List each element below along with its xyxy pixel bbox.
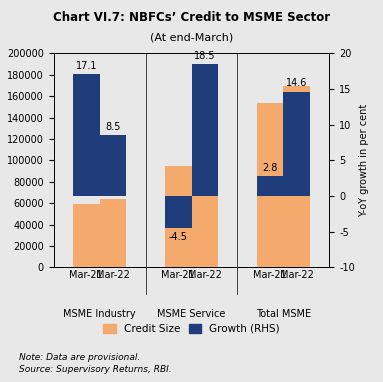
Text: Total MSME: Total MSME [256, 309, 311, 319]
Bar [283, 92, 310, 196]
Text: Source: Supervisory Returns, RBI.: Source: Supervisory Returns, RBI. [19, 365, 172, 374]
Text: 17.1: 17.1 [75, 61, 97, 71]
Text: (At end-March): (At end-March) [150, 32, 233, 42]
Text: MSME Service: MSME Service [157, 309, 226, 319]
Legend: Credit Size, Growth (RHS): Credit Size, Growth (RHS) [99, 320, 284, 338]
Text: Chart VI.7: NBFCs’ Credit to MSME Sector: Chart VI.7: NBFCs’ Credit to MSME Sector [53, 11, 330, 24]
Bar [73, 74, 100, 196]
Text: MSME Industry: MSME Industry [63, 309, 136, 319]
Bar [73, 204, 100, 267]
Bar [165, 166, 192, 267]
Y-axis label: Y-oY growth in per cent: Y-oY growth in per cent [359, 104, 369, 217]
Text: Note: Data are provisional.: Note: Data are provisional. [19, 353, 141, 363]
Text: 14.6: 14.6 [286, 78, 308, 88]
Text: 8.5: 8.5 [105, 122, 121, 132]
Text: -4.5: -4.5 [169, 232, 188, 242]
Bar [257, 103, 283, 267]
Bar [192, 147, 218, 267]
Text: 18.5: 18.5 [194, 50, 216, 61]
Bar [100, 136, 126, 196]
Bar [165, 196, 192, 228]
Bar [257, 176, 283, 196]
Y-axis label: ₹ crore: ₹ crore [0, 143, 3, 178]
Bar [192, 64, 218, 196]
Text: 2.8: 2.8 [262, 163, 278, 173]
Bar [283, 86, 310, 267]
Bar [100, 199, 126, 267]
